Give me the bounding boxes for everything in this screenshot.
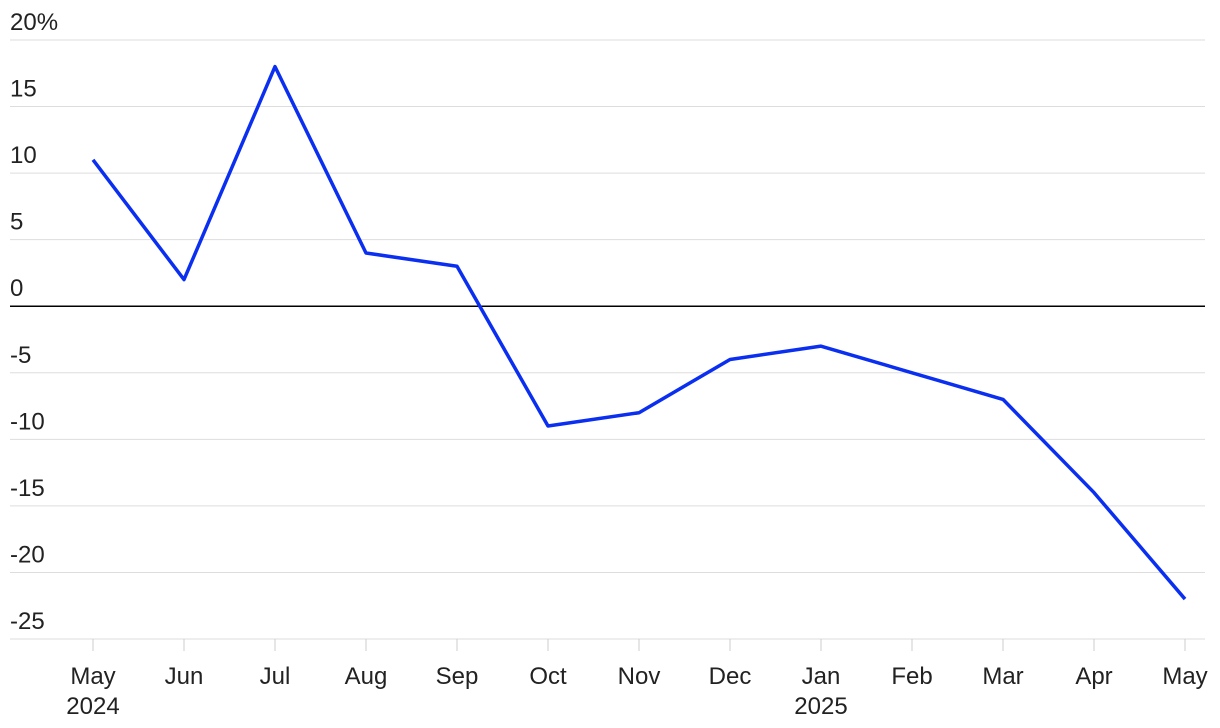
x-tick-label: Jul bbox=[260, 663, 291, 690]
x-tick-label: Feb bbox=[891, 663, 932, 690]
x-tick-label: Dec bbox=[709, 663, 752, 690]
line-series bbox=[91, 64, 1187, 601]
y-tick-label: -10 bbox=[10, 408, 45, 435]
x-tick-label: May 2024 bbox=[66, 663, 119, 720]
x-tick-label: Oct bbox=[529, 663, 567, 690]
x-tick-label: Jun bbox=[165, 663, 204, 690]
x-tick-label: Sep bbox=[436, 663, 479, 690]
y-tick-label: 15 bbox=[10, 76, 37, 103]
y-tick-label: -15 bbox=[10, 475, 45, 502]
x-tick-label: Jan 2025 bbox=[794, 663, 847, 720]
y-tick-label: -20 bbox=[10, 541, 45, 568]
y-tick-label: -5 bbox=[10, 342, 31, 369]
x-tick-label: Mar bbox=[982, 663, 1023, 690]
y-tick-label: 10 bbox=[10, 142, 37, 169]
y-tick-label: 0 bbox=[10, 275, 23, 302]
x-tick-label: May bbox=[1162, 663, 1207, 690]
x-tick-label: Aug bbox=[345, 663, 388, 690]
y-tick-label: 5 bbox=[10, 209, 23, 236]
x-tick-label: Apr bbox=[1075, 663, 1112, 690]
x-tick-label: Nov bbox=[618, 663, 661, 690]
y-tick-label: 20% bbox=[10, 9, 58, 36]
y-tick-label: -25 bbox=[10, 608, 45, 635]
